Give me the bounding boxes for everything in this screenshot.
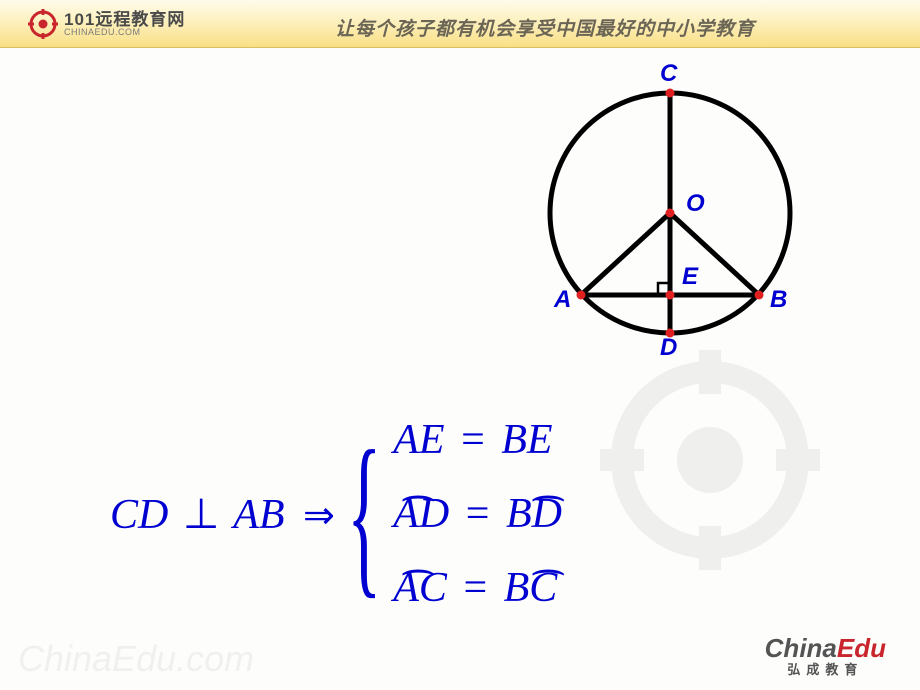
logo-icon bbox=[28, 9, 58, 39]
brace-icon: { bbox=[347, 433, 382, 595]
label-A: A bbox=[554, 286, 571, 314]
header-bar: 101远程教育网 CHINAEDU.COM 让每个孩子都有机会享受中国最好的中小… bbox=[0, 0, 920, 48]
logo-text: 101远程教育网 CHINAEDU.COM bbox=[64, 11, 185, 37]
arc-icon: ⌢ bbox=[399, 478, 437, 516]
sym-perp: ⊥ bbox=[179, 492, 224, 538]
eq-row-3: ⌢ ⌢ AC = BC bbox=[393, 564, 562, 612]
header-slogan: 让每个孩子都有机会享受中国最好的中小学教育 bbox=[335, 14, 755, 41]
r1e: = bbox=[455, 417, 491, 463]
label-C: C bbox=[660, 60, 677, 88]
r2e: = bbox=[460, 491, 496, 537]
arc-icon: ⌢ bbox=[399, 552, 437, 590]
footer-main-a: China bbox=[765, 633, 837, 663]
r3e: = bbox=[457, 565, 493, 611]
label-E: E bbox=[682, 263, 698, 291]
sym-CD: CD bbox=[110, 492, 168, 538]
formula-lhs: CD ⊥ AB ⇒ bbox=[110, 489, 335, 539]
slide-content: C O E A B D CD ⊥ AB ⇒ { AE = BE ⌢ ⌢ AD =… bbox=[0, 48, 920, 690]
eq-row-2: ⌢ ⌢ AD = BD bbox=[393, 490, 562, 538]
footer-main: ChinaEdu bbox=[765, 635, 886, 661]
r1r: BE bbox=[501, 417, 552, 463]
watermark-logo-icon bbox=[600, 350, 820, 570]
footer-logo: ChinaEdu 弘成教育 bbox=[765, 635, 886, 676]
footer-main-b: Edu bbox=[837, 633, 886, 663]
logo-cn: 101远程教育网 bbox=[64, 11, 185, 28]
watermark-text: ChinaEdu.com bbox=[18, 638, 254, 680]
sym-AB: AB bbox=[233, 492, 284, 538]
label-B: B bbox=[770, 286, 787, 314]
arc-icon: ⌢ bbox=[529, 552, 567, 590]
logo-block: 101远程教育网 CHINAEDU.COM bbox=[28, 9, 185, 39]
eq-row-1: AE = BE bbox=[393, 416, 562, 464]
footer-sub: 弘成教育 bbox=[765, 663, 886, 676]
logo-en: CHINAEDU.COM bbox=[64, 28, 185, 37]
label-O: O bbox=[686, 190, 705, 218]
formula-rhs: AE = BE ⌢ ⌢ AD = BD ⌢ ⌢ AC = BC bbox=[393, 416, 562, 612]
r1l: AE bbox=[393, 417, 444, 463]
sym-arrow: ⇒ bbox=[295, 495, 335, 537]
formula: CD ⊥ AB ⇒ { AE = BE ⌢ ⌢ AD = BD ⌢ ⌢ AC bbox=[110, 416, 562, 612]
circle-diagram: C O E A B D bbox=[530, 68, 810, 383]
arc-icon: ⌢ bbox=[529, 478, 567, 516]
diagram-svg bbox=[530, 68, 810, 378]
